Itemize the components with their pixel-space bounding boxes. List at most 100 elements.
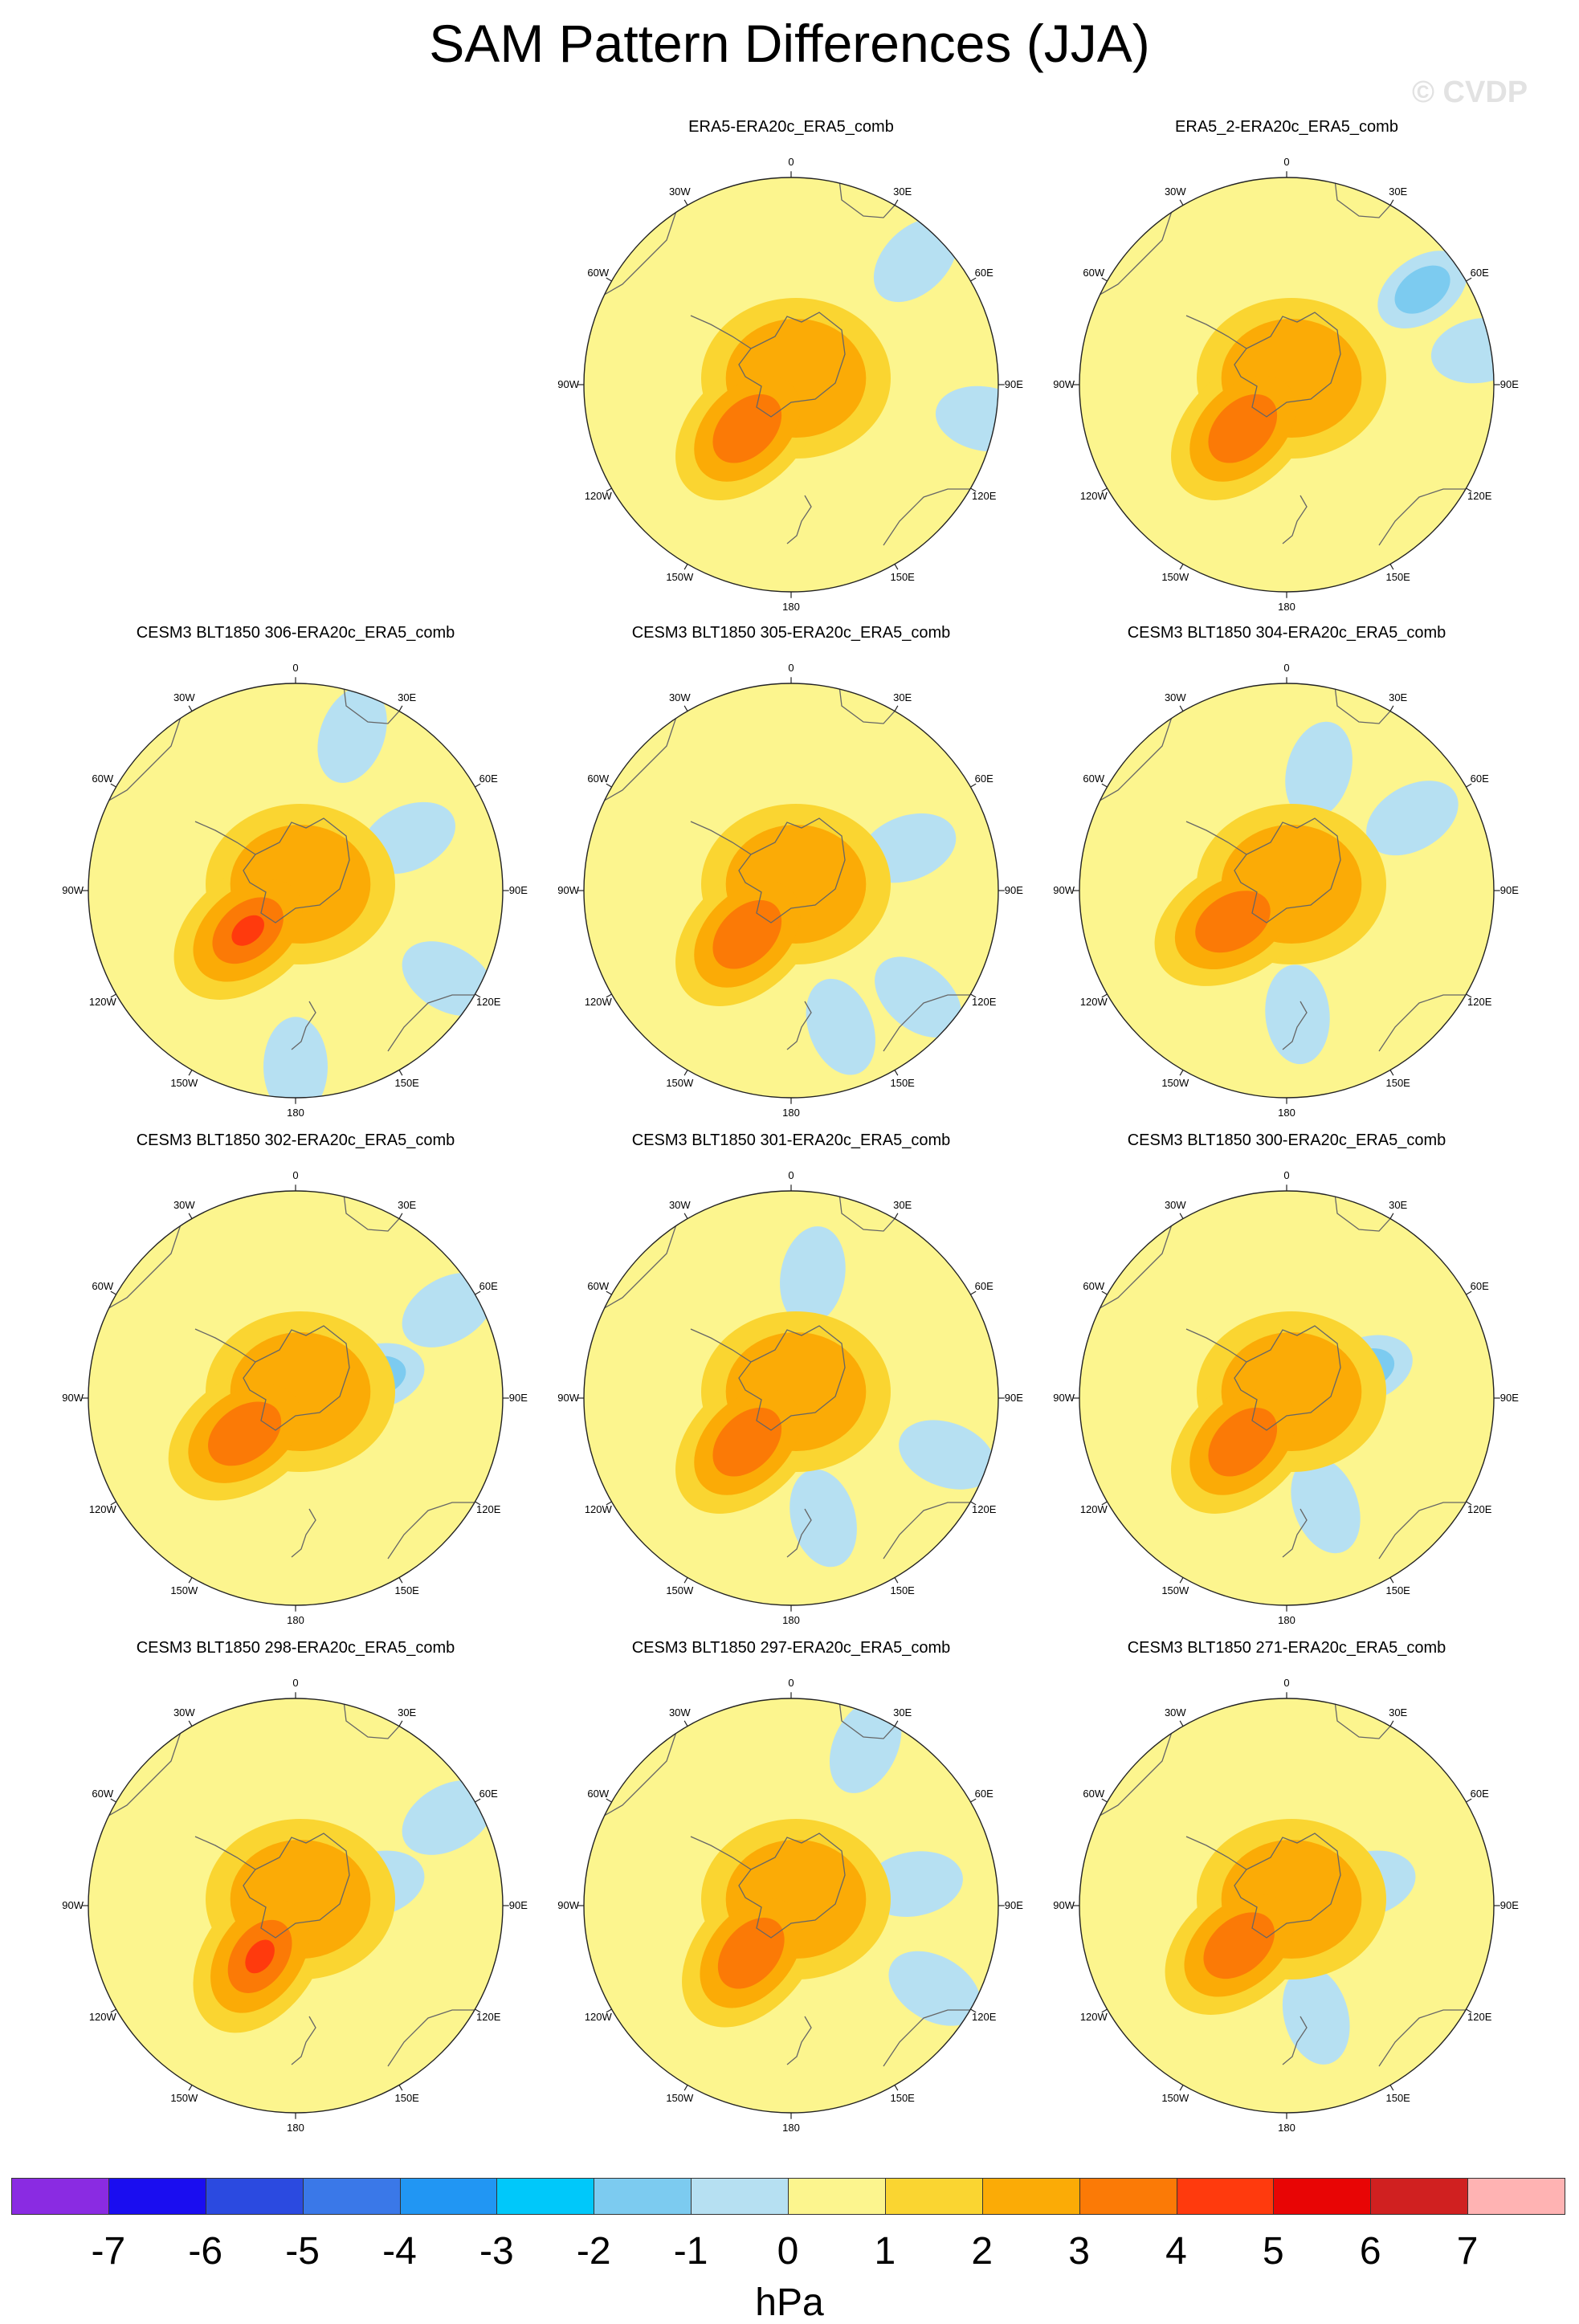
panel-title: ERA5-ERA20c_ERA5_comb — [688, 118, 894, 136]
new-zealand-coastline — [786, 1001, 812, 1050]
longitude-tick — [1101, 487, 1108, 492]
longitude-label: 150W — [666, 1584, 694, 1597]
longitude-label: 60E — [974, 1788, 994, 1800]
longitude-label: 30W — [1164, 1706, 1186, 1719]
longitude-label: 30E — [893, 185, 912, 198]
longitude-tick — [970, 1290, 977, 1295]
longitude-tick — [1101, 1501, 1108, 1506]
new-zealand-coastline — [1282, 1508, 1308, 1558]
longitude-label: 30E — [398, 1706, 417, 1719]
longitude-label: 30E — [398, 1198, 417, 1211]
polar-map — [577, 1184, 1005, 1612]
longitude-label: 30W — [173, 691, 195, 703]
longitude-tick — [1389, 705, 1394, 711]
longitude-label: 150W — [170, 2092, 198, 2105]
map-panel: CESM3 BLT1850 300-ERA20c_ERA5_comb 0 30E 60… — [1042, 1130, 1532, 1636]
colorbar — [11, 2178, 1565, 2215]
longitude-label: 30E — [1389, 1706, 1408, 1719]
longitude-label: 30W — [668, 185, 691, 198]
longitude-label: 120W — [584, 995, 612, 1008]
longitude-tick — [683, 199, 688, 206]
longitude-label: 60E — [974, 267, 994, 279]
longitude-label: 60E — [974, 773, 994, 785]
longitude-label: 90W — [557, 1392, 579, 1404]
positive-anomaly-contour — [245, 1939, 275, 1974]
longitude-tick — [606, 277, 612, 282]
panel-title: CESM3 BLT1850 305-ERA20c_ERA5_comb — [631, 624, 951, 642]
peninsula-coastline — [194, 821, 256, 855]
colorbar-tick: 6 — [1359, 2230, 1381, 2273]
longitude-label: 0 — [1283, 1676, 1290, 1689]
longitude-label: 90W — [62, 1392, 84, 1404]
new-zealand-coastline — [786, 1508, 812, 1558]
longitude-label: 150E — [394, 1584, 419, 1597]
negative-anomaly-contour — [1285, 721, 1353, 820]
longitude-label: 90E — [508, 1392, 528, 1404]
longitude-tick — [1466, 487, 1472, 492]
peninsula-coastline — [690, 1836, 752, 1870]
negative-anomaly-contour — [402, 1272, 495, 1348]
map-panel: ERA5-ERA20c_ERA5_comb 0 30E 60E 90E 120E 150E 1… — [546, 116, 1036, 622]
longitude-label: 60E — [479, 1788, 498, 1800]
longitude-label: 30E — [398, 691, 417, 703]
longitude-label: 0 — [292, 1676, 299, 1689]
longitude-label: 60E — [1470, 773, 1489, 785]
peninsula-coastline — [1185, 1836, 1247, 1870]
longitude-label: 90E — [1499, 1392, 1519, 1404]
colorbar-tick: 1 — [874, 2230, 896, 2273]
colorbar-box — [1079, 2178, 1177, 2215]
longitude-label: 0 — [788, 661, 794, 674]
colorbar-tick: 3 — [1068, 2230, 1090, 2273]
longitude-label: 90W — [1053, 1392, 1075, 1404]
cvdp-watermark: © CVDP — [1412, 75, 1528, 109]
longitude-label: 120E — [476, 1502, 501, 1515]
longitude-tick — [970, 1501, 977, 1506]
longitude-label: 60W — [92, 1280, 114, 1293]
negative-anomaly-contour — [402, 941, 495, 1017]
peninsula-coastline — [690, 315, 752, 349]
positive-anomaly-contour — [712, 899, 782, 969]
longitude-label: 30W — [173, 1706, 195, 1719]
longitude-label: 30W — [668, 1198, 691, 1211]
longitude-label: 120W — [88, 995, 116, 1008]
longitude-tick — [398, 1720, 403, 1727]
longitude-label: 90W — [1053, 1899, 1075, 1911]
longitude-label: 90E — [1004, 884, 1023, 896]
negative-anomaly-contour — [888, 1951, 981, 2026]
colorbar-tick: 5 — [1263, 2230, 1284, 2273]
longitude-label: 120E — [476, 2010, 501, 2023]
longitude-tick — [683, 1070, 688, 1076]
longitude-tick — [683, 1577, 688, 1584]
antarctica-coastline — [1234, 817, 1341, 923]
peninsula-coastline — [1185, 315, 1247, 349]
longitude-tick — [606, 487, 612, 492]
longitude-label: 120E — [1467, 2010, 1492, 2023]
negative-anomaly-contour — [829, 1698, 902, 1793]
panel-title: CESM3 BLT1850 304-ERA20c_ERA5_comb — [1127, 624, 1446, 642]
map-panel: CESM3 BLT1850 302-ERA20c_ERA5_comb 0 30E 60… — [51, 1130, 541, 1636]
longitude-tick — [1466, 1501, 1472, 1506]
panel-title: ERA5_2-ERA20c_ERA5_comb — [1175, 118, 1398, 136]
longitude-label: 30W — [1164, 185, 1186, 198]
colorbar-tick: 2 — [971, 2230, 994, 2273]
map-panel: CESM3 BLT1850 304-ERA20c_ERA5_comb 0 30E 60… — [1042, 622, 1532, 1128]
longitude-label: 30W — [668, 1706, 691, 1719]
longitude-label: 0 — [1283, 155, 1290, 168]
negative-anomaly-contour — [935, 385, 998, 452]
longitude-tick — [1389, 564, 1394, 570]
longitude-label: 180 — [287, 1614, 304, 1627]
longitude-label: 120W — [1079, 995, 1108, 1008]
longitude-tick — [1389, 1070, 1394, 1076]
positive-anomaly-contour — [1208, 1407, 1278, 1477]
longitude-tick — [1101, 993, 1108, 998]
colorbar-box — [884, 2178, 983, 2215]
panel-title: CESM3 BLT1850 302-ERA20c_ERA5_comb — [136, 1131, 455, 1149]
negative-anomaly-contour — [1282, 1967, 1350, 2065]
longitude-label: 60W — [1083, 1788, 1105, 1800]
antarctica-coastline — [738, 1325, 846, 1431]
longitude-label: 120W — [88, 1502, 116, 1515]
colorbar-box — [399, 2178, 498, 2215]
antarctica-coastline — [1234, 1833, 1341, 1939]
polar-map — [1073, 1184, 1500, 1612]
longitude-tick — [188, 1720, 193, 1727]
